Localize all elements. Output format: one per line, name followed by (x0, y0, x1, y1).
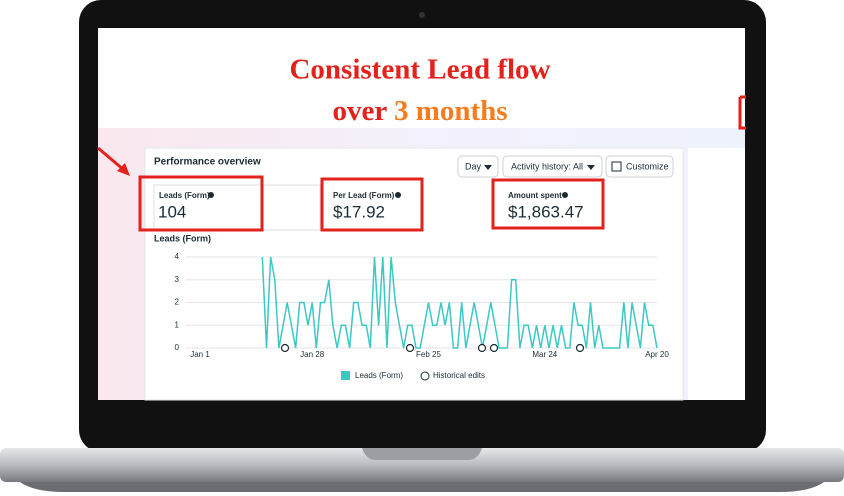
data-line (261, 256, 658, 349)
legend-label: Leads (Form) (355, 371, 403, 380)
caret (587, 165, 595, 170)
camera (419, 12, 425, 18)
headline-highlight: 3 months (394, 95, 508, 127)
highlight-box (320, 177, 424, 232)
info-icon (395, 192, 401, 198)
y-tick-label: 3 (175, 275, 180, 284)
legend-icon (420, 371, 430, 381)
y-tick-label: 0 (175, 343, 180, 352)
metric-label: Amount spent (508, 191, 562, 200)
headline: Consistent Lead flow (289, 54, 550, 86)
x-tick-label: Apr 20 (645, 350, 669, 359)
headline-2: over 3 months (332, 95, 507, 127)
legend-label: Historical edits (433, 371, 485, 380)
x-tick-label: Jan 28 (300, 350, 325, 359)
laptop-base (0, 448, 844, 482)
metric-box[interactable] (153, 184, 321, 231)
arrow-head (117, 163, 130, 176)
button-label[interactable]: Customize (626, 161, 669, 171)
metric-value: $17.92 (333, 202, 385, 221)
dropdown[interactable] (457, 155, 499, 178)
info-icon (562, 192, 568, 198)
legend-swatch (341, 371, 350, 380)
button[interactable] (605, 155, 674, 178)
info-icon (208, 192, 214, 198)
edit-marker (280, 343, 290, 353)
highlight-bracket (738, 95, 746, 130)
edit-marker (405, 343, 415, 353)
metric-value: $1,863.47 (508, 202, 584, 221)
card-title: Performance overview (154, 157, 261, 168)
chart: 0 1 2 3 4 Jan 1 Jan 28 Feb 25 Mar 24 Apr 20 (175, 252, 670, 359)
x-tick-label: Jan 1 (190, 350, 210, 359)
edit-marker (575, 343, 585, 353)
caret (484, 165, 492, 170)
x-tick-label: Mar 24 (532, 350, 557, 359)
edit-marker (489, 343, 499, 353)
dropdown-label[interactable]: Day (465, 161, 482, 171)
highlight-box (491, 178, 605, 230)
y-tick-label: 1 (175, 320, 180, 329)
side-panel (688, 148, 745, 400)
metric-label: Leads (Form) (159, 191, 210, 200)
x-tick-label: Feb 25 (416, 350, 441, 359)
icon (611, 161, 622, 172)
y-tick-label: 4 (175, 252, 180, 261)
notch (362, 448, 482, 460)
base-shadow (20, 482, 824, 492)
chart-title: Leads (Form) (154, 233, 211, 243)
edit-marker (477, 343, 487, 353)
dropdown[interactable] (502, 155, 603, 178)
highlight-box (138, 175, 264, 232)
y-tick-label: 2 (175, 298, 180, 307)
metric-value: 104 (158, 202, 186, 221)
metric-label: Per Lead (Form) (333, 191, 395, 200)
dropdown-label[interactable]: Activity history: All (511, 161, 583, 171)
headline-text: over (332, 95, 387, 127)
